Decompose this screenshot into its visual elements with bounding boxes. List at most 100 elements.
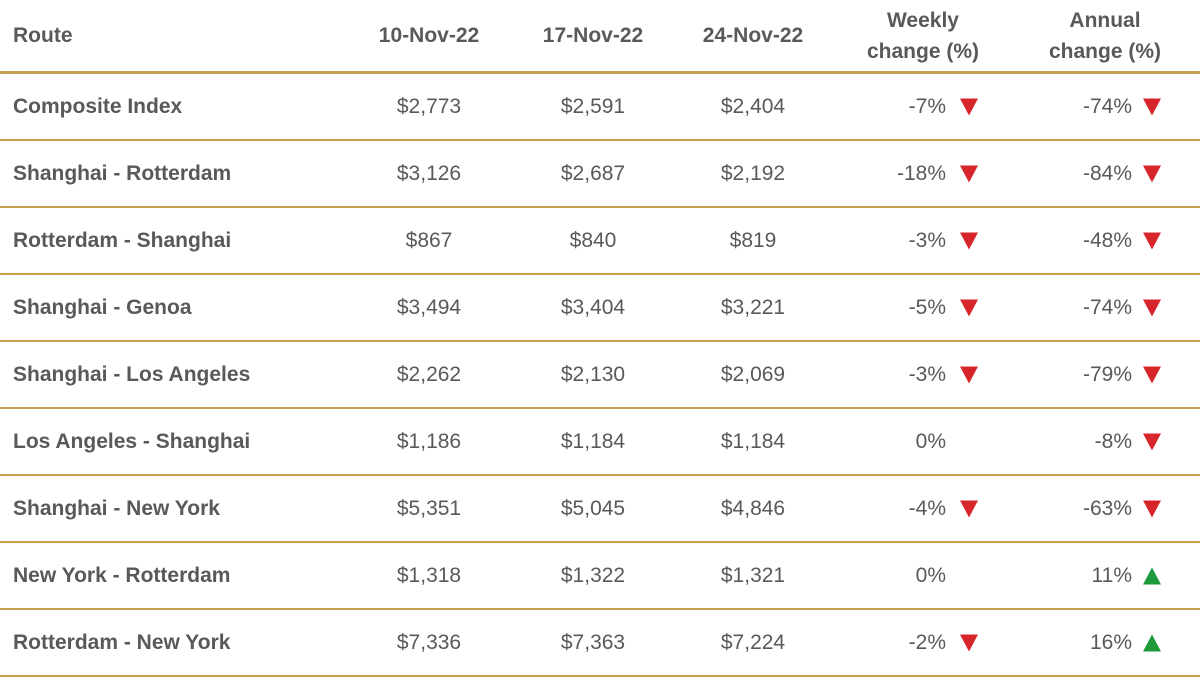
header-weekly-change: Weekly change (%) [838, 0, 1008, 71]
header-weekly-line-1: Weekly [886, 8, 959, 32]
weekly-change: -18% [835, 141, 1011, 206]
header-route: Route [13, 24, 73, 47]
down-arrow-icon [1143, 500, 1161, 517]
weekly-change: 0% [835, 543, 1011, 608]
rate-date-1: $3,126 [396, 161, 462, 185]
weekly-change: -3% [835, 208, 1011, 273]
route-name: Shanghai - Genoa [13, 295, 192, 319]
rate-date-1: $1,186 [396, 429, 462, 453]
annual-change-value: -8% [1094, 429, 1132, 453]
table-row: Shanghai - New York $5,351 $5,045 $4,846 -4%… [0, 476, 1200, 543]
table-row: Shanghai - Genoa $3,494 $3,404 $3,221 -5% -74… [0, 275, 1200, 342]
table-header: Route 10-Nov-22 17-Nov-22 24-Nov-22 Week… [0, 0, 1200, 74]
weekly-change-value: -4% [908, 496, 946, 520]
down-arrow-icon [960, 634, 978, 651]
table-row: Composite Index $2,773 $2,591 $2,404 -7% -74% [0, 74, 1200, 141]
annual-change: -8% [1018, 409, 1186, 474]
route-name: Rotterdam - New York [13, 630, 231, 654]
header-weekly-line-2: change (%) [866, 39, 979, 63]
rate-date-1: $2,262 [396, 362, 462, 386]
rate-date-2: $5,045 [560, 496, 626, 520]
annual-change-value: 11% [1091, 563, 1132, 587]
down-arrow-icon [1143, 299, 1161, 316]
annual-change-value: -79% [1082, 362, 1132, 386]
header-date-3: 24-Nov-22 [702, 24, 804, 47]
annual-change-value: -74% [1082, 295, 1132, 319]
rate-date-1: $5,351 [396, 496, 462, 520]
rate-date-2: $1,322 [560, 563, 626, 587]
route-name: New York - Rotterdam [13, 563, 231, 587]
weekly-change: -5% [835, 275, 1011, 340]
weekly-change-value: 0% [915, 429, 946, 453]
weekly-change-value: -3% [908, 362, 946, 386]
rate-date-3: $2,192 [720, 161, 786, 185]
annual-change: -84% [1018, 141, 1186, 206]
weekly-change-value: -7% [908, 94, 946, 118]
table-row: Shanghai - Los Angeles $2,262 $2,130 $2,069… [0, 342, 1200, 409]
up-arrow-icon [1143, 567, 1161, 584]
route-name: Rotterdam - Shanghai [13, 228, 232, 252]
rate-date-2: $3,404 [560, 295, 626, 319]
annual-change: -79% [1018, 342, 1186, 407]
rate-date-2: $2,130 [560, 362, 626, 386]
down-arrow-icon [1143, 165, 1161, 182]
header-date-1: 10-Nov-22 [378, 24, 480, 47]
annual-change-value: -84% [1082, 161, 1132, 185]
table-row: New York - Rotterdam $1,318 $1,322 $1,321 0%… [0, 543, 1200, 610]
route-name: Composite Index [13, 94, 183, 118]
annual-change: -48% [1018, 208, 1186, 273]
weekly-change-value: -18% [896, 161, 946, 185]
rate-date-2: $2,687 [560, 161, 626, 185]
weekly-change: -7% [835, 74, 1011, 139]
rate-date-1: $2,773 [396, 94, 462, 118]
weekly-change: -3% [835, 342, 1011, 407]
header-annual-change: Annual change (%) [1022, 0, 1188, 71]
weekly-change-value: 0% [915, 563, 946, 587]
weekly-change: 0% [835, 409, 1011, 474]
annual-change: -74% [1018, 275, 1186, 340]
up-arrow-icon [1143, 634, 1161, 651]
annual-change: 11% [1018, 543, 1186, 608]
weekly-change-value: -3% [908, 228, 946, 252]
rate-date-1: $7,336 [396, 630, 462, 654]
down-arrow-icon [1143, 433, 1161, 450]
annual-change-value: -74% [1082, 94, 1132, 118]
rate-date-3: $4,846 [720, 496, 786, 520]
table-row: Rotterdam - New York $7,336 $7,363 $7,224 -2… [0, 610, 1200, 677]
annual-change: -74% [1018, 74, 1186, 139]
table-row: Los Angeles - Shanghai $1,186 $1,184 $1,184… [0, 409, 1200, 476]
rate-date-1: $1,318 [396, 563, 462, 587]
down-arrow-icon [1143, 232, 1161, 249]
route-name: Shanghai - Los Angeles [13, 362, 251, 386]
weekly-change: -2% [835, 610, 1011, 675]
down-arrow-icon [1143, 366, 1161, 383]
rate-date-1: $867 [405, 228, 453, 252]
rate-date-3: $7,224 [720, 630, 786, 654]
weekly-change: -4% [835, 476, 1011, 541]
rate-date-3: $1,184 [720, 429, 786, 453]
annual-change-value: 16% [1089, 630, 1132, 654]
table-row: Shanghai - Rotterdam $3,126 $2,687 $2,192 -1… [0, 141, 1200, 208]
table-row: Rotterdam - Shanghai $867 $840 $819 -3% -48% [0, 208, 1200, 275]
rate-date-2: $840 [569, 228, 617, 252]
header-annual-line-1: Annual [1069, 8, 1141, 32]
rate-date-1: $3,494 [396, 295, 462, 319]
annual-change-value: -48% [1082, 228, 1132, 252]
rate-date-3: $1,321 [720, 563, 786, 587]
down-arrow-icon [960, 165, 978, 182]
down-arrow-icon [960, 366, 978, 383]
down-arrow-icon [960, 232, 978, 249]
route-name: Los Angeles - Shanghai [13, 429, 251, 453]
rate-date-3: $2,404 [720, 94, 786, 118]
annual-change: -63% [1018, 476, 1186, 541]
rate-date-2: $1,184 [560, 429, 626, 453]
header-date-2: 17-Nov-22 [542, 24, 644, 47]
rate-date-3: $3,221 [720, 295, 786, 319]
annual-change: 16% [1018, 610, 1186, 675]
down-arrow-icon [1143, 98, 1161, 115]
header-annual-line-2: change (%) [1048, 39, 1161, 63]
route-name: Shanghai - Rotterdam [13, 161, 232, 185]
route-name: Shanghai - New York [13, 496, 220, 520]
down-arrow-icon [960, 98, 978, 115]
